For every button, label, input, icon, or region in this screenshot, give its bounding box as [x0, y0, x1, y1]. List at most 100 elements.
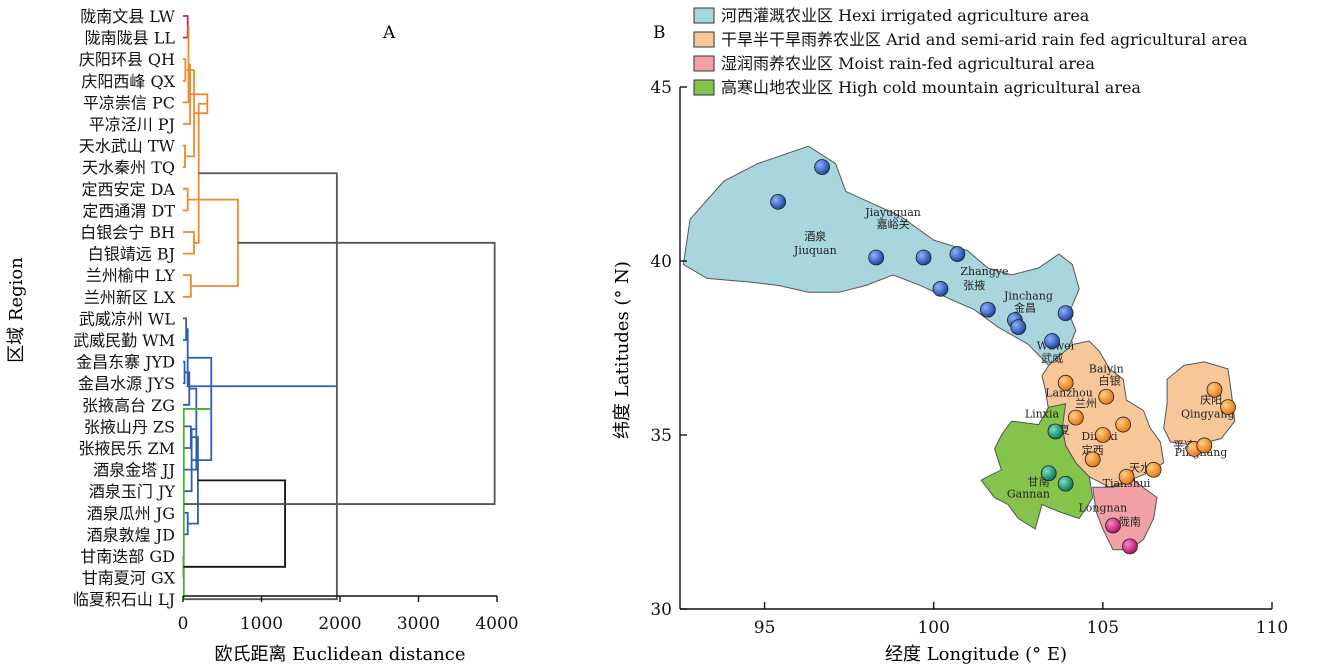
legend-swatch	[693, 79, 715, 96]
site-point	[1084, 451, 1101, 468]
place-label: Zhangye	[960, 265, 1008, 278]
site-point	[932, 280, 949, 297]
leaf-label: 临夏积石山 LJ	[73, 590, 175, 609]
place-label: Jiuquan	[793, 244, 837, 257]
dendrogram-link	[183, 274, 192, 298]
dendrogram-link	[183, 360, 186, 385]
place-label: Jinchang	[1003, 289, 1053, 302]
leaf-label: 平凉泾川 PJ	[89, 115, 175, 134]
map-y-tick-label: 30	[650, 600, 672, 620]
place-label: 白银	[1099, 374, 1121, 388]
leaf-label: 庆阳环县 QH	[79, 50, 175, 69]
leaf-label: 天水秦州 TQ	[82, 158, 175, 177]
map-y-tick-label: 35	[650, 426, 672, 446]
leaf-label: 白银会宁 BH	[80, 223, 175, 242]
leaf-label: 酒泉金塔 JJ	[93, 461, 175, 480]
place-label: 金昌	[1014, 300, 1036, 314]
site-point	[979, 301, 996, 318]
leaf-label: 平凉崇信 PC	[83, 93, 175, 112]
legend-swatch	[693, 31, 715, 48]
leaf-label: 白银靖远 BJ	[88, 245, 175, 264]
site-point	[1040, 465, 1057, 482]
legend-swatch	[693, 7, 715, 24]
dendrogram-leaf-labels: 陇南文县 LW 陇南陇县 LL 庆阳环县 QH 庆阳西峰 QX 平凉崇信 PC 平凉泾川 …	[73, 7, 176, 609]
dendrogram-link	[183, 479, 286, 568]
legend-label: 高寒山地农业区 High cold mountain agricultural …	[721, 78, 1141, 97]
map-x-axis-label: 经度 Longitude (° E)	[885, 644, 1067, 665]
place-label: Longnan	[1078, 502, 1127, 515]
x-axis-label: 欧氏距离 Euclidean distance	[214, 644, 465, 665]
leaf-label: 金昌东寨 JYD	[76, 353, 175, 372]
legend-label: 干旱半干旱雨养农业区 Arid and semi-arid rain fed a…	[721, 30, 1248, 49]
dendrogram-link	[183, 231, 195, 255]
y-axis-label: 区域 Region	[6, 257, 27, 363]
site-point	[1098, 388, 1115, 405]
map-y-tick-label: 45	[650, 78, 672, 98]
place-label: Jiayuguan	[864, 206, 921, 219]
legend-swatch	[693, 55, 715, 72]
place-label: 酒泉	[804, 229, 826, 243]
place-label: Linxia	[1025, 408, 1060, 421]
place-label: 张掖	[963, 278, 985, 292]
region-alpine	[980, 403, 1094, 530]
map-x-tick-label: 105	[1087, 618, 1119, 638]
site-point	[1122, 538, 1138, 555]
map-y-axis-label: 纬度 Latitudes (° N)	[612, 261, 633, 439]
site-point	[1196, 437, 1213, 454]
dendrogram-link	[183, 317, 188, 341]
leaf-label: 甘南迭部 GD	[80, 547, 175, 566]
place-label: Gannan	[1007, 488, 1050, 501]
leaf-label: 酒泉瓜州 JG	[87, 504, 175, 523]
site-point	[1067, 409, 1084, 426]
place-label: 陇南	[1119, 514, 1141, 528]
panel-a-label: A	[382, 23, 396, 43]
place-label: 嘉峪关	[877, 217, 910, 231]
map-regions	[682, 145, 1236, 551]
leaf-label: 甘南夏河 GX	[82, 569, 176, 588]
dendrogram-link	[183, 187, 189, 212]
site-point	[1057, 305, 1074, 322]
x-tick-label: 4000	[475, 614, 518, 634]
leaf-label: 陇南陇县 LL	[85, 29, 176, 48]
site-point	[1115, 416, 1132, 433]
map-legend: 河西灌溉农业区 Hexi irrigated agriculture area 干…	[693, 6, 1248, 97]
x-axis-ticks: 0 1000 2000 3000 4000	[178, 596, 519, 634]
site-point	[915, 249, 932, 266]
map-y-tick-label: 40	[650, 252, 672, 272]
x-tick-label: 2000	[318, 614, 361, 634]
site-point	[1145, 461, 1162, 478]
leaf-label: 武威民勤 WM	[73, 331, 175, 350]
site-point	[949, 246, 966, 262]
x-tick-label: 0	[178, 614, 189, 634]
site-point	[770, 193, 787, 210]
map-x-tick-label: 95	[754, 618, 776, 638]
site-point	[1057, 475, 1074, 492]
leaf-label: 陇南文县 LW	[80, 7, 175, 26]
site-point	[868, 249, 885, 266]
place-label: 天水	[1129, 462, 1151, 475]
site-point	[1010, 319, 1027, 336]
place-label: 武威	[1041, 352, 1063, 365]
site-point	[1220, 399, 1236, 416]
place-label: Lanzhou	[1045, 387, 1093, 400]
dendrogram-link	[183, 144, 186, 169]
leaf-label: 张掖民乐 ZM	[78, 439, 175, 458]
legend-label: 河西灌溉农业区 Hexi irrigated agriculture area	[721, 6, 1090, 25]
map-x-tick-label: 110	[1256, 618, 1288, 638]
site-point	[1044, 333, 1061, 349]
map-x-tick-label: 100	[917, 618, 949, 638]
leaf-label: 张掖山丹 ZS	[84, 417, 175, 436]
x-tick-label: 1000	[240, 614, 283, 634]
legend-label: 湿润雨养农业区 Moist rain-fed agricultural area	[721, 54, 1095, 73]
dendrogram-link	[183, 58, 187, 82]
leaf-label: 武威凉州 WL	[79, 309, 176, 328]
place-label: 定西	[1082, 443, 1104, 457]
leaf-label: 兰州榆中 LY	[86, 266, 176, 285]
dendrogram-link	[183, 241, 496, 505]
map-site-points	[770, 159, 1236, 555]
site-point	[1057, 374, 1074, 391]
site-point	[1047, 423, 1064, 440]
place-label: 兰州	[1075, 397, 1097, 410]
